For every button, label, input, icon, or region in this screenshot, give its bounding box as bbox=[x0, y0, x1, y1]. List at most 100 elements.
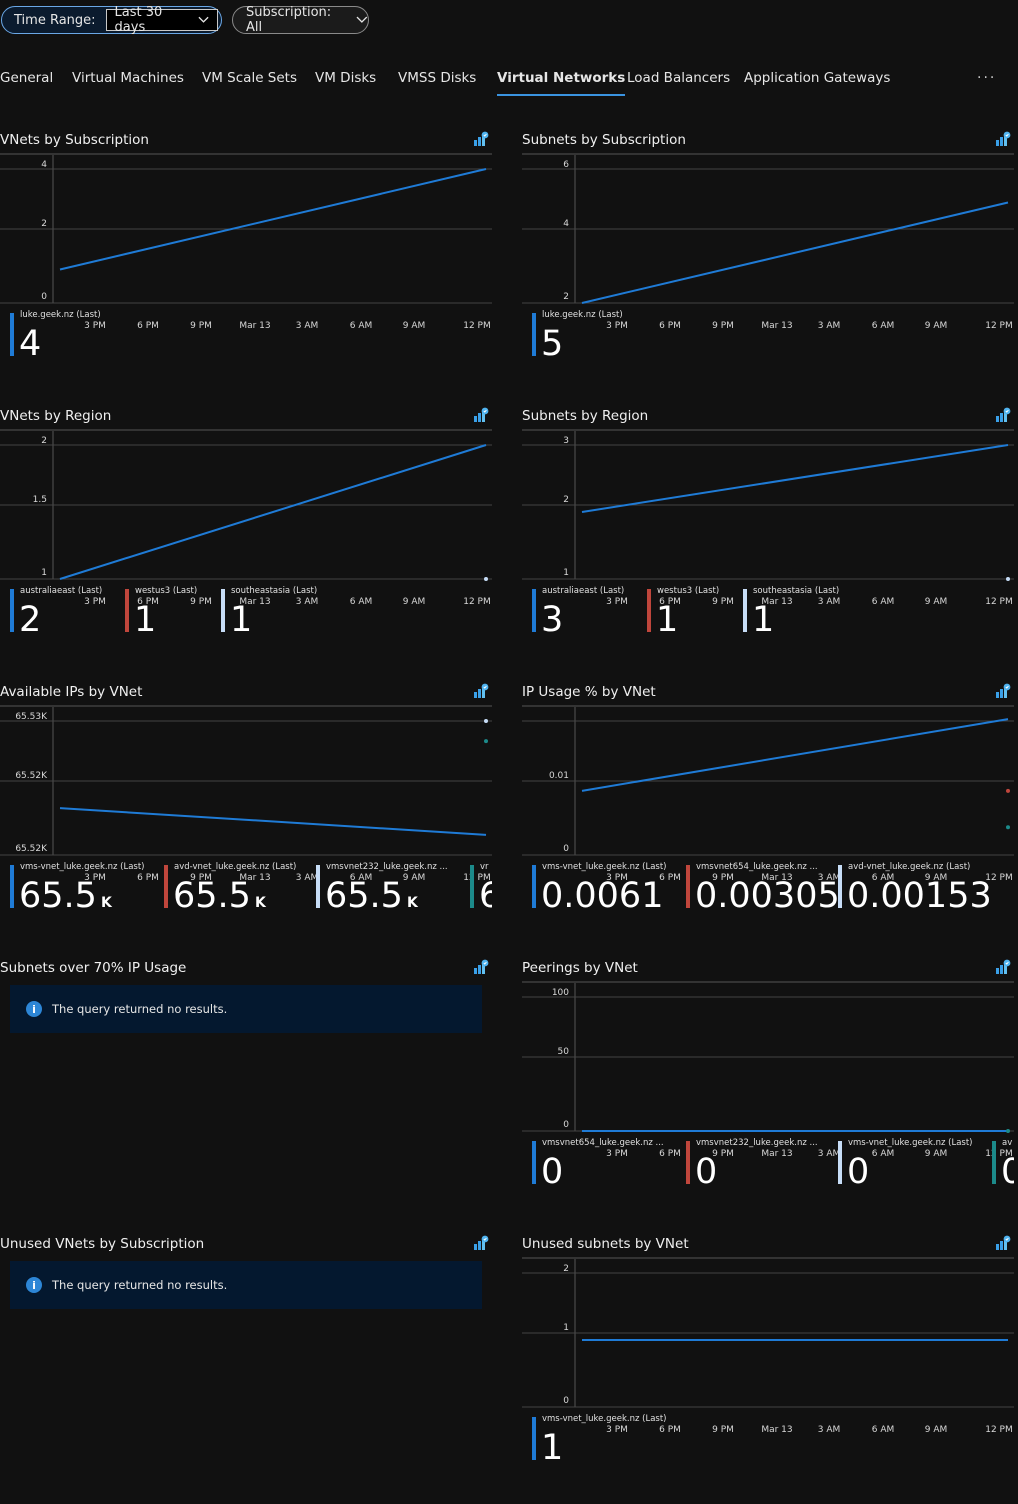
chart-legend: vmsvnet654_luke.geek.nz ... 0 vmsvnet232_l… bbox=[522, 1138, 1014, 1228]
y-tick-label: 1 bbox=[563, 1323, 569, 1333]
chart-icon[interactable] bbox=[473, 131, 489, 147]
time-range-picker[interactable]: Time Range: Last 30 days bbox=[1, 5, 222, 35]
tab-vm-disks[interactable]: VM Disks bbox=[315, 70, 377, 86]
legend-item[interactable]: vms-vnet_luke.geek.nz (Last) 65.5 K bbox=[0, 862, 150, 938]
x-tick-label: 9 PM bbox=[190, 321, 212, 331]
line-chart: 2 1 0 3 PM 6 PM 9 PM Mar 13 3 AM 6 AM 9 AM 12 PM bbox=[522, 1257, 1014, 1435]
chart-icon[interactable] bbox=[473, 683, 489, 699]
legend-item[interactable]: luke.geek.nz (Last) 5 bbox=[522, 310, 672, 386]
series-point bbox=[484, 719, 488, 723]
legend-label: vms-vnet_luke.geek.nz (Last) bbox=[20, 862, 145, 872]
legend-color-bar bbox=[164, 865, 168, 908]
legend-label: southeastasia (Last) bbox=[753, 586, 840, 596]
legend-color-bar bbox=[316, 865, 320, 908]
y-tick-label: 2 bbox=[563, 292, 569, 302]
legend-value-number: 1 bbox=[230, 600, 253, 640]
chart-icon[interactable] bbox=[995, 1235, 1011, 1251]
legend-item[interactable]: avd-vnet_luke.geek.nz (Last) 65.5 K bbox=[154, 862, 304, 938]
chart-icon[interactable] bbox=[473, 1235, 489, 1251]
chart-icon[interactable] bbox=[995, 407, 1011, 423]
legend-value: 0.00153 bbox=[847, 876, 992, 916]
tab-virtual-machines[interactable]: Virtual Machines bbox=[72, 70, 184, 86]
legend-item[interactable]: southeastasia (Last) 1 bbox=[211, 586, 361, 662]
panel-title: Subnets by Region bbox=[522, 408, 649, 424]
x-tick-label: 9 AM bbox=[403, 321, 426, 331]
x-tick-label: 6 AM bbox=[872, 597, 895, 607]
legend-item[interactable]: vmsvnet232_luke.geek.nz ... 65.5 K bbox=[306, 862, 456, 938]
legend-value: 65.5 K bbox=[325, 876, 418, 923]
tab-general[interactable]: General bbox=[0, 70, 54, 86]
legend-item[interactable]: australiaeast (Last) 2 bbox=[0, 586, 150, 662]
chart-icon[interactable] bbox=[473, 407, 489, 423]
legend-item[interactable]: australiaeast (Last) 3 bbox=[522, 586, 672, 662]
legend-item[interactable]: vms-vnet_luke.geek.nz (Last) 0.0061 bbox=[522, 862, 672, 938]
chart-icon[interactable] bbox=[473, 959, 489, 975]
tab-application-gateways[interactable]: Application Gateways bbox=[744, 70, 891, 86]
x-tick-label: 9 PM bbox=[712, 321, 734, 331]
tab-virtual-networks[interactable]: Virtual Networks bbox=[497, 70, 626, 96]
subscription-filter[interactable]: Subscription: All bbox=[232, 5, 369, 35]
legend-color-bar bbox=[532, 313, 536, 356]
line-chart: 0.01 0 3 PM 6 PM 9 PM Mar 13 3 AM 6 AM 9 AM 12 PM bbox=[522, 705, 1014, 883]
legend-color-bar bbox=[838, 865, 842, 908]
legend-value: 2 bbox=[19, 600, 41, 640]
panel-ip-usage-by-vnet: IP Usage % by VNet 0.01 0 3 PM 6 PM 9 PM Mar 1… bbox=[522, 676, 1014, 952]
legend-item[interactable]: westus3 (Last) 1 bbox=[115, 586, 265, 662]
x-tick-label: 12 PM bbox=[463, 597, 491, 607]
legend-item[interactable]: vr 6 bbox=[460, 862, 492, 938]
y-tick-label: 100 bbox=[552, 988, 569, 998]
y-tick-label: 4 bbox=[563, 219, 569, 229]
legend-value: 65.5 K bbox=[19, 876, 112, 923]
time-range-dropdown[interactable]: Last 30 days bbox=[105, 5, 218, 35]
line-chart: 3 2 1 3 PM 6 PM 9 PM Mar 13 3 AM 6 AM 9 AM 12 PM bbox=[522, 429, 1014, 607]
legend-value-unit: K bbox=[100, 895, 112, 911]
x-tick-label: 3 PM bbox=[606, 321, 628, 331]
y-tick-label: 0 bbox=[563, 844, 569, 854]
legend-item[interactable]: vmsvnet654_luke.geek.nz ... 0.00305 bbox=[676, 862, 840, 938]
chart-icon[interactable] bbox=[995, 683, 1011, 699]
legend-item[interactable]: vms-vnet_luke.geek.nz (Last) 0 bbox=[828, 1138, 978, 1214]
chevron-down-icon bbox=[197, 16, 209, 23]
chart-icon[interactable] bbox=[995, 959, 1011, 975]
legend-label: vr bbox=[480, 862, 489, 872]
series-point bbox=[484, 739, 488, 744]
chart-icon[interactable] bbox=[995, 131, 1011, 147]
legend-item[interactable]: vms-vnet_luke.geek.nz (Last) 1 bbox=[522, 1414, 672, 1490]
x-tick-label: Mar 13 bbox=[239, 321, 270, 331]
legend-label: vms-vnet_luke.geek.nz (Last) bbox=[848, 1138, 973, 1148]
y-tick-label: 3 bbox=[563, 436, 569, 446]
legend-label: australiaeast (Last) bbox=[20, 586, 103, 596]
x-tick-label: 9 AM bbox=[403, 597, 426, 607]
y-tick-label: 2 bbox=[563, 495, 569, 505]
panel-title: Unused VNets by Subscription bbox=[0, 1236, 205, 1252]
x-tick-label: 3 PM bbox=[606, 597, 628, 607]
tab-vmss-disks[interactable]: VMSS Disks bbox=[398, 70, 477, 86]
x-tick-label: 3 PM bbox=[84, 873, 106, 883]
panel-unused-vnets-by-subscription: Unused VNets by Subscription i The query r… bbox=[0, 1228, 492, 1504]
legend-item[interactable]: westus3 (Last) 1 bbox=[637, 586, 787, 662]
tab-load-balancers[interactable]: Load Balancers bbox=[627, 70, 731, 86]
x-tick-label: 6 PM bbox=[659, 1149, 681, 1159]
legend-item[interactable]: luke.geek.nz (Last) 4 bbox=[0, 310, 150, 386]
line-chart: 100 50 0 3 PM 6 PM 9 PM Mar 13 3 AM 6 AM 9 AM 12 P… bbox=[522, 981, 1014, 1159]
legend-value: 1 bbox=[134, 600, 156, 640]
x-tick-label: 6 PM bbox=[137, 873, 159, 883]
y-tick-label: 1 bbox=[563, 568, 569, 578]
legend-color-bar bbox=[532, 1417, 536, 1460]
x-tick-label: 6 AM bbox=[350, 321, 373, 331]
legend-item[interactable]: av 0 bbox=[982, 1138, 1014, 1214]
legend-value: 1 bbox=[752, 600, 774, 640]
series-line bbox=[581, 718, 1009, 792]
series-line bbox=[581, 201, 1009, 304]
legend-label: australiaeast (Last) bbox=[542, 586, 625, 596]
legend-color-bar bbox=[743, 589, 747, 632]
x-tick-label: Mar 13 bbox=[761, 1425, 792, 1435]
tab-vm-scale-sets[interactable]: VM Scale Sets bbox=[202, 70, 297, 86]
legend-item[interactable]: southeastasia (Last) 1 bbox=[733, 586, 883, 662]
x-tick-label: 3 AM bbox=[818, 873, 841, 883]
x-tick-label: 3 AM bbox=[818, 321, 841, 331]
legend-item[interactable]: avd-vnet_luke.geek.nz (Last) 0.00153 bbox=[828, 862, 992, 938]
legend-item[interactable]: vmsvnet654_luke.geek.nz ... 0 bbox=[522, 1138, 672, 1214]
legend-item[interactable]: vmsvnet232_luke.geek.nz ... 0 bbox=[676, 1138, 826, 1214]
more-tabs-button[interactable]: ··· bbox=[977, 70, 997, 86]
